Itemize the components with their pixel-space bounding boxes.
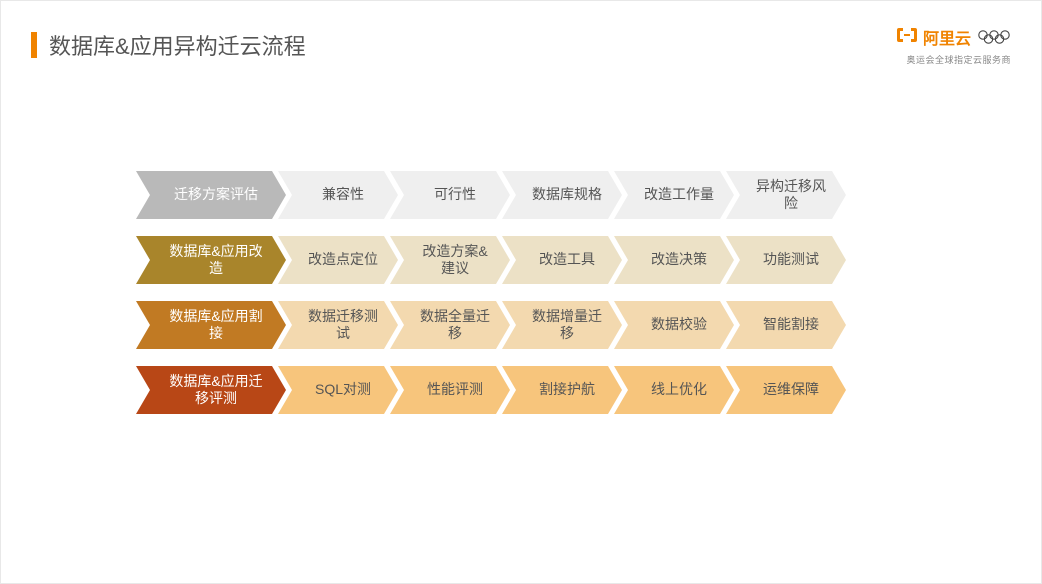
flow-step-label: 功能测试 xyxy=(763,251,819,269)
flow-row: 迁移方案评估 兼容性 可行性 数据库规格 改造工作量 异构迁移风险 xyxy=(136,171,906,219)
flow-row-header: 数据库&应用割接 xyxy=(136,301,286,349)
flow-step: 数据迁移测试 xyxy=(278,301,398,349)
flow-step-label: 割接护航 xyxy=(539,381,595,399)
flow-step-label: 数据库规格 xyxy=(532,186,602,204)
flowchart: 迁移方案评估 兼容性 可行性 数据库规格 改造工作量 异构迁移风险数据库&应用改造 改造点定… xyxy=(136,171,906,431)
flow-step: 数据校验 xyxy=(614,301,734,349)
flow-step-label: 线上优化 xyxy=(651,381,707,399)
flow-step: 异构迁移风险 xyxy=(726,171,846,219)
brand-logo-text: 阿里云 xyxy=(923,25,971,49)
flow-step-label: 数据增量迁移 xyxy=(529,308,604,343)
page-title: 数据库&应用异构迁云流程 xyxy=(49,29,306,61)
flow-step-label: 改造工作量 xyxy=(644,186,714,204)
flow-step: 改造决策 xyxy=(614,236,734,284)
flow-step: 线上优化 xyxy=(614,366,734,414)
flow-step: 改造方案&建议 xyxy=(390,236,510,284)
flow-step: 改造点定位 xyxy=(278,236,398,284)
flow-row-header-label: 数据库&应用改造 xyxy=(166,243,265,278)
flow-step-label: 兼容性 xyxy=(322,186,364,204)
flow-step-label: 运维保障 xyxy=(763,381,819,399)
flow-step-label: 性能评测 xyxy=(427,381,483,399)
flow-step: 可行性 xyxy=(390,171,510,219)
flow-step: 性能评测 xyxy=(390,366,510,414)
flow-step-label: 改造决策 xyxy=(651,251,707,269)
flow-step-label: 数据全量迁移 xyxy=(417,308,492,343)
flow-step: 兼容性 xyxy=(278,171,398,219)
flow-row-header-label: 迁移方案评估 xyxy=(174,186,258,204)
flow-row-header-label: 数据库&应用割接 xyxy=(166,308,265,343)
title-bar: 数据库&应用异构迁云流程 xyxy=(31,29,306,61)
title-accent xyxy=(31,32,37,58)
flow-step: 数据增量迁移 xyxy=(502,301,622,349)
flow-step-label: 智能割接 xyxy=(763,316,819,334)
flow-row: 数据库&应用迁移评测 SQL对测 性能评测 割接护航 线上优化 运维保障 xyxy=(136,366,906,414)
flow-row-header: 数据库&应用改造 xyxy=(136,236,286,284)
flow-row-header-label: 数据库&应用迁移评测 xyxy=(166,373,265,408)
flow-row: 数据库&应用改造 改造点定位 改造方案&建议 改造工具 改造决策 功能测试 xyxy=(136,236,906,284)
flow-step: 运维保障 xyxy=(726,366,846,414)
flow-step-label: SQL对测 xyxy=(315,381,371,399)
flow-step: 改造工作量 xyxy=(614,171,734,219)
flow-row-header: 迁移方案评估 xyxy=(136,171,286,219)
olympic-rings-icon xyxy=(977,28,1011,46)
brand-tagline: 奥运会全球指定云服务商 xyxy=(897,53,1011,66)
flow-step-label: 改造点定位 xyxy=(308,251,378,269)
flow-step-label: 可行性 xyxy=(434,186,476,204)
flow-step: SQL对测 xyxy=(278,366,398,414)
flow-step-label: 数据迁移测试 xyxy=(305,308,380,343)
flow-step: 改造工具 xyxy=(502,236,622,284)
flow-step-label: 改造方案&建议 xyxy=(417,243,492,278)
flow-row-header: 数据库&应用迁移评测 xyxy=(136,366,286,414)
flow-row: 数据库&应用割接 数据迁移测试 数据全量迁移 数据增量迁移 数据校验 智能割接 xyxy=(136,301,906,349)
flow-step-label: 改造工具 xyxy=(539,251,595,269)
flow-step: 功能测试 xyxy=(726,236,846,284)
flow-step: 数据全量迁移 xyxy=(390,301,510,349)
brand-block: 阿里云 奥运会全球指定云服务商 xyxy=(897,25,1011,66)
aliyun-bracket-icon xyxy=(897,27,917,48)
flow-step: 割接护航 xyxy=(502,366,622,414)
slide: 数据库&应用异构迁云流程 阿里云 奥运会全 xyxy=(0,0,1042,584)
flow-step-label: 数据校验 xyxy=(651,316,707,334)
flow-step: 智能割接 xyxy=(726,301,846,349)
flow-step: 数据库规格 xyxy=(502,171,622,219)
flow-step-label: 异构迁移风险 xyxy=(753,178,828,213)
